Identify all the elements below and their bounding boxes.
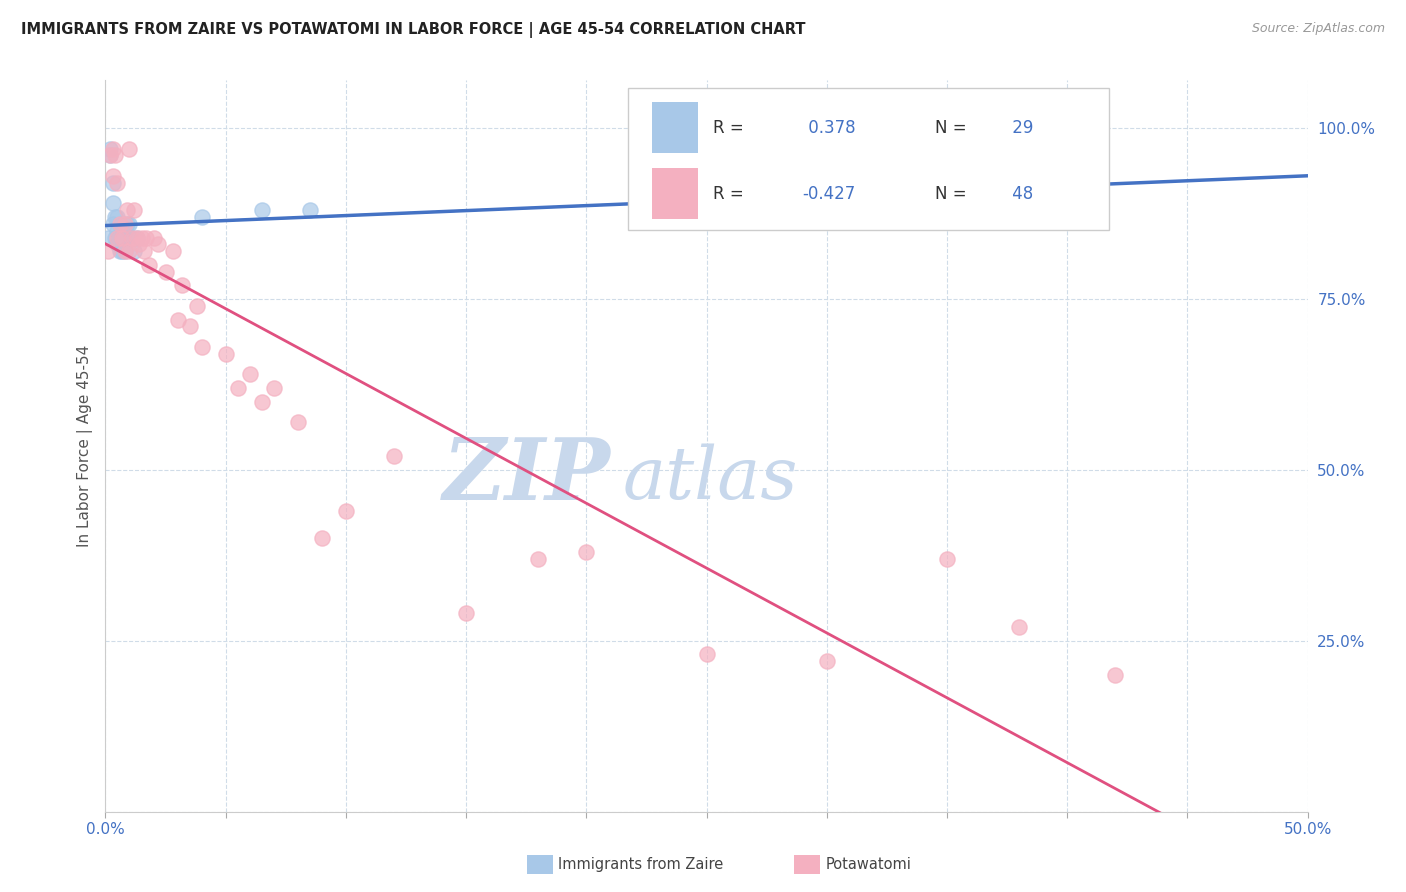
Text: IMMIGRANTS FROM ZAIRE VS POTAWATOMI IN LABOR FORCE | AGE 45-54 CORRELATION CHART: IMMIGRANTS FROM ZAIRE VS POTAWATOMI IN L… bbox=[21, 22, 806, 38]
Point bbox=[936, 551, 959, 566]
Point bbox=[186, 299, 208, 313]
Point bbox=[135, 230, 157, 244]
Point bbox=[101, 176, 124, 190]
Point bbox=[263, 381, 285, 395]
Point bbox=[162, 244, 184, 259]
Point bbox=[121, 230, 143, 244]
Point bbox=[575, 545, 598, 559]
Point bbox=[114, 244, 136, 259]
Point bbox=[125, 230, 148, 244]
Point bbox=[98, 142, 121, 156]
Point bbox=[250, 203, 273, 218]
Point bbox=[98, 148, 121, 162]
Point bbox=[121, 230, 143, 244]
Point bbox=[527, 551, 550, 566]
Point bbox=[118, 230, 141, 244]
Text: -0.427: -0.427 bbox=[803, 185, 856, 202]
Text: Immigrants from Zaire: Immigrants from Zaire bbox=[558, 857, 724, 871]
Point bbox=[1008, 620, 1031, 634]
Point bbox=[214, 347, 236, 361]
Point bbox=[335, 504, 357, 518]
Point bbox=[108, 217, 131, 231]
Text: R =: R = bbox=[713, 119, 744, 136]
Point bbox=[101, 217, 124, 231]
Point bbox=[190, 210, 212, 224]
Bar bbox=[652, 103, 699, 153]
Text: 48: 48 bbox=[1007, 185, 1033, 202]
Point bbox=[107, 176, 129, 190]
Point bbox=[101, 142, 124, 156]
Text: R =: R = bbox=[713, 185, 744, 202]
Text: 0.378: 0.378 bbox=[803, 119, 855, 136]
Point bbox=[98, 148, 121, 162]
Point bbox=[132, 244, 155, 259]
Point bbox=[226, 381, 249, 395]
Point bbox=[107, 224, 129, 238]
Point bbox=[115, 217, 138, 231]
Point bbox=[155, 265, 177, 279]
Bar bbox=[652, 168, 699, 219]
Point bbox=[287, 415, 309, 429]
Point bbox=[114, 244, 136, 259]
Point bbox=[107, 210, 129, 224]
Point bbox=[190, 340, 212, 354]
Point bbox=[107, 230, 129, 244]
Point bbox=[125, 230, 148, 244]
Point bbox=[118, 244, 141, 259]
Point bbox=[97, 244, 120, 259]
Point bbox=[118, 217, 141, 231]
Point bbox=[108, 230, 131, 244]
Point bbox=[101, 196, 124, 211]
Point bbox=[124, 203, 146, 218]
Point bbox=[128, 237, 150, 252]
Point bbox=[104, 210, 127, 224]
Point bbox=[166, 312, 188, 326]
Text: N =: N = bbox=[935, 119, 966, 136]
Point bbox=[298, 203, 321, 218]
Point bbox=[696, 648, 718, 662]
Point bbox=[250, 394, 273, 409]
Point bbox=[104, 148, 127, 162]
Point bbox=[115, 230, 138, 244]
Point bbox=[111, 230, 134, 244]
Text: N =: N = bbox=[935, 185, 966, 202]
Y-axis label: In Labor Force | Age 45-54: In Labor Force | Age 45-54 bbox=[76, 345, 93, 547]
Point bbox=[454, 607, 477, 621]
Point bbox=[111, 230, 134, 244]
Text: atlas: atlas bbox=[623, 443, 797, 514]
Point bbox=[148, 237, 170, 252]
Point bbox=[114, 217, 136, 231]
Point bbox=[111, 244, 134, 259]
Point bbox=[815, 654, 838, 668]
Text: Potawatomi: Potawatomi bbox=[825, 857, 911, 871]
Point bbox=[104, 230, 127, 244]
Text: Source: ZipAtlas.com: Source: ZipAtlas.com bbox=[1251, 22, 1385, 36]
Point bbox=[124, 244, 146, 259]
Point bbox=[108, 217, 131, 231]
Point bbox=[138, 258, 160, 272]
Point bbox=[107, 237, 129, 252]
Point bbox=[97, 230, 120, 244]
Point bbox=[131, 230, 153, 244]
FancyBboxPatch shape bbox=[628, 87, 1109, 230]
Point bbox=[111, 224, 134, 238]
Point bbox=[114, 230, 136, 244]
Point bbox=[101, 169, 124, 183]
Point bbox=[115, 203, 138, 218]
Text: ZIP: ZIP bbox=[443, 434, 610, 517]
Point bbox=[1104, 668, 1126, 682]
Point bbox=[311, 531, 333, 545]
Point bbox=[179, 319, 201, 334]
Text: 29: 29 bbox=[1007, 119, 1033, 136]
Point bbox=[172, 278, 194, 293]
Point bbox=[239, 368, 262, 382]
Point bbox=[142, 230, 165, 244]
Point bbox=[118, 142, 141, 156]
Point bbox=[108, 244, 131, 259]
Point bbox=[382, 449, 405, 463]
